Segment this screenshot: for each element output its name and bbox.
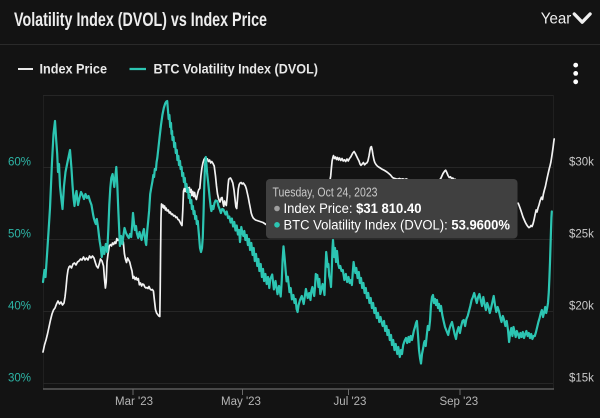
svg-text:30%: 30% <box>8 373 31 385</box>
svg-text:Jul '23: Jul '23 <box>334 396 367 408</box>
svg-text:Index Price: $31 810.40: Index Price: $31 810.40 <box>284 201 422 216</box>
svg-text:Mar '23: Mar '23 <box>115 396 153 408</box>
svg-text:$30k: $30k <box>569 157 594 169</box>
svg-text:$15k: $15k <box>569 373 594 385</box>
svg-text:BTC Volatility Index (DVOL): 5: BTC Volatility Index (DVOL): 53.9600% <box>284 218 511 233</box>
svg-text:Tuesday, Oct 24, 2023: Tuesday, Oct 24, 2023 <box>273 186 378 200</box>
svg-text:Volatility Index (DVOL) vs Ind: Volatility Index (DVOL) vs Index Price <box>14 10 267 31</box>
svg-text:Sep '23: Sep '23 <box>439 396 478 408</box>
svg-text:Year: Year <box>541 11 572 28</box>
svg-text:$25k: $25k <box>569 229 594 241</box>
svg-text:50%: 50% <box>8 229 31 241</box>
svg-text:Index Price: Index Price <box>40 61 108 77</box>
svg-text:May '23: May '23 <box>221 396 261 408</box>
svg-text:BTC Volatility Index (DVOL): BTC Volatility Index (DVOL) <box>154 61 319 77</box>
svg-text:40%: 40% <box>8 301 31 313</box>
svg-text:60%: 60% <box>8 157 31 169</box>
svg-text:$20k: $20k <box>569 301 594 313</box>
